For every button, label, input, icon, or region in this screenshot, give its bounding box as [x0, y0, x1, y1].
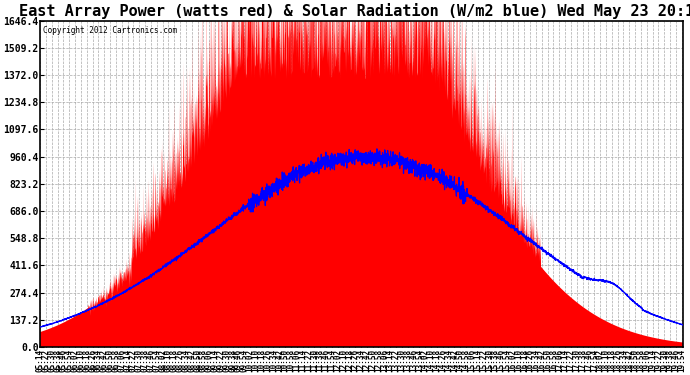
Title: East Array Power (watts red) & Solar Radiation (W/m2 blue) Wed May 23 20:13: East Array Power (watts red) & Solar Rad…: [19, 3, 690, 20]
Text: Copyright 2012 Cartronics.com: Copyright 2012 Cartronics.com: [43, 26, 177, 34]
